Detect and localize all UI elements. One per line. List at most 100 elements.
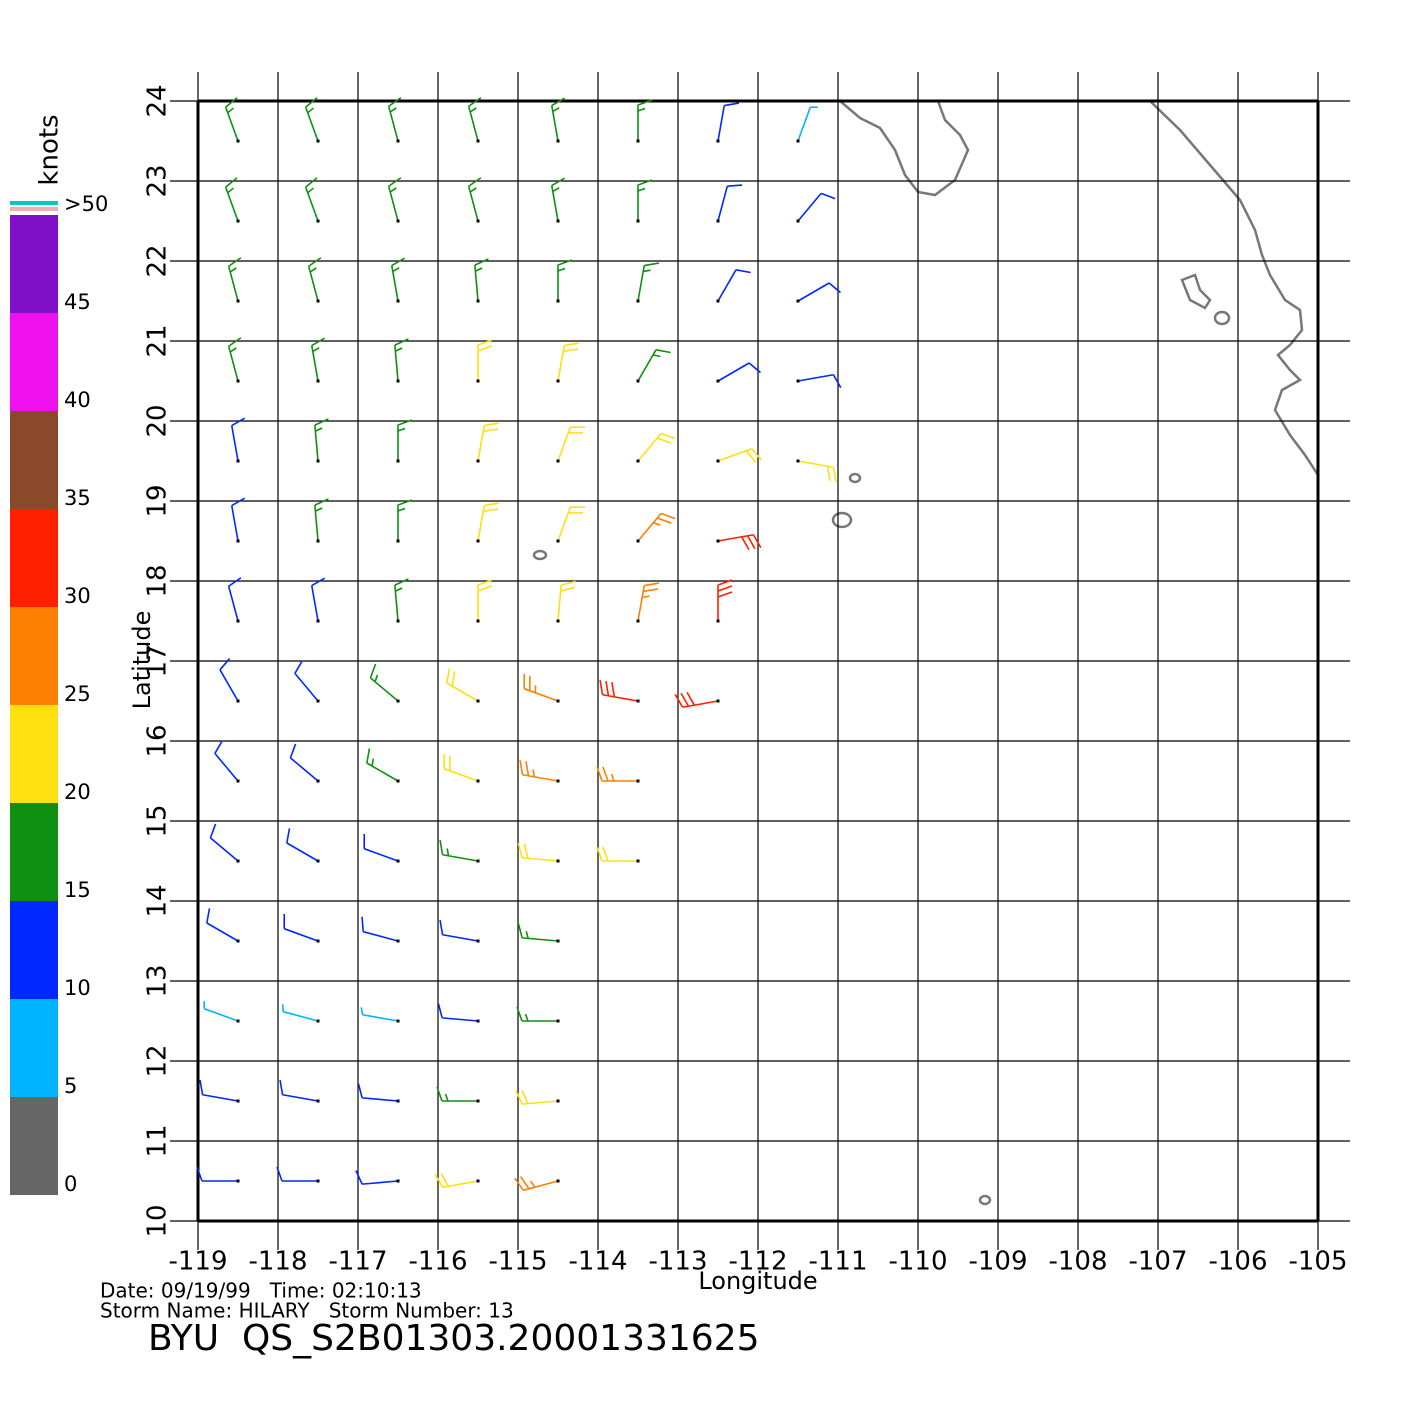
y-tick-label: 16 <box>143 724 173 757</box>
barb-path <box>637 262 660 302</box>
barb-path <box>550 97 566 142</box>
barb-path <box>283 913 319 942</box>
wind-barb <box>523 673 560 703</box>
x-tick-label: -118 <box>248 1247 307 1277</box>
wind-barb <box>281 1004 320 1023</box>
barb-path <box>467 97 482 142</box>
barb-path <box>355 1170 399 1185</box>
barb-path <box>519 759 559 782</box>
barb-dot <box>316 779 320 783</box>
coastline <box>532 100 1320 1206</box>
date-line: Date: 09/19/99 Time: 02:10:13 <box>100 1279 422 1303</box>
barb-path <box>203 1001 239 1022</box>
wind-barb <box>436 1086 480 1103</box>
barb-path <box>797 282 842 302</box>
barb-path <box>557 506 586 542</box>
wind-barb <box>556 426 586 463</box>
y-tick-label: 20 <box>143 404 173 437</box>
colorbar-band <box>10 215 58 313</box>
barb-dot <box>236 219 240 223</box>
barb-dot <box>236 139 240 143</box>
wind-barb <box>224 97 240 143</box>
file-name: BYU QS_S2B01303.20001331625 <box>148 1318 760 1359</box>
barb-path <box>434 1172 479 1189</box>
barb-path <box>390 257 406 302</box>
barb-dot <box>556 779 560 783</box>
wind-barb <box>310 337 326 383</box>
barb-path <box>387 97 402 142</box>
island <box>848 472 862 484</box>
barb-dot <box>476 379 480 383</box>
barb-dot <box>476 299 480 303</box>
wind-barb <box>361 916 400 943</box>
barb-dot <box>396 299 400 303</box>
wind-barbs <box>196 97 842 1192</box>
barb-dot <box>476 619 480 623</box>
wind-barb <box>434 1172 480 1189</box>
barb-dot <box>716 219 720 223</box>
barb-path <box>514 1176 559 1192</box>
barb-path <box>314 418 329 462</box>
barb-dot <box>316 539 320 543</box>
wind-barb <box>289 743 320 783</box>
island <box>978 1194 992 1206</box>
barb-dot <box>796 459 800 463</box>
barb-path <box>281 1004 319 1022</box>
barb-dot <box>316 139 320 143</box>
wind-barb <box>514 1176 560 1192</box>
barb-dot <box>476 1019 480 1023</box>
barb-dot <box>636 619 640 623</box>
wind-barb <box>636 99 653 143</box>
y-tick-label: 10 <box>143 1204 173 1237</box>
barb-dot <box>556 1019 560 1023</box>
wind-barb <box>230 497 246 543</box>
barb-dot <box>236 299 240 303</box>
barb-path <box>206 908 239 942</box>
island <box>1180 273 1212 310</box>
barb-dot <box>476 859 480 863</box>
x-tick-label: -115 <box>488 1247 547 1277</box>
barb-path <box>289 743 319 782</box>
barb-path <box>557 342 580 382</box>
barb-path <box>515 1089 559 1105</box>
wind-barb <box>596 766 640 783</box>
barb-path <box>443 753 479 782</box>
wind-barb <box>796 106 818 143</box>
barb-path <box>363 833 399 862</box>
barb-dot <box>316 459 320 463</box>
x-tick-label: -114 <box>568 1247 627 1277</box>
wind-barb <box>476 502 500 543</box>
wind-barb <box>476 339 493 383</box>
barb-dot <box>636 539 640 543</box>
wind-barb <box>227 337 242 383</box>
barb-path <box>637 432 676 462</box>
barb-path <box>517 923 559 942</box>
wind-barb <box>209 823 240 863</box>
wind-barb <box>556 506 586 543</box>
barb-dot <box>556 1179 560 1183</box>
baja-tip <box>839 100 970 197</box>
wind-barb <box>474 258 489 303</box>
barb-path <box>307 257 322 302</box>
barb-dot <box>396 859 400 863</box>
wind-barb <box>307 257 322 303</box>
barb-path <box>360 1007 399 1022</box>
barb-path <box>304 97 319 142</box>
barb-path <box>397 419 413 461</box>
barb-dot <box>396 1179 400 1183</box>
x-tick-label: -108 <box>1048 1247 1107 1277</box>
wind-barb <box>357 1083 400 1103</box>
barb-dot <box>316 939 320 943</box>
barb-dot <box>316 379 320 383</box>
barb-path <box>219 657 239 702</box>
wind-barb <box>796 459 837 483</box>
barb-dot <box>396 619 400 623</box>
wind-barb <box>360 1007 400 1023</box>
y-tick-label: 15 <box>143 804 173 837</box>
barb-dot <box>716 539 720 543</box>
wind-barb <box>446 668 480 703</box>
barb-dot <box>236 1099 240 1103</box>
barb-path <box>637 349 671 382</box>
barb-dot <box>396 539 400 543</box>
graticule: -119 -118 -117 -116 -115 -114 -113 -112 -111 -110… <box>143 72 1350 1277</box>
